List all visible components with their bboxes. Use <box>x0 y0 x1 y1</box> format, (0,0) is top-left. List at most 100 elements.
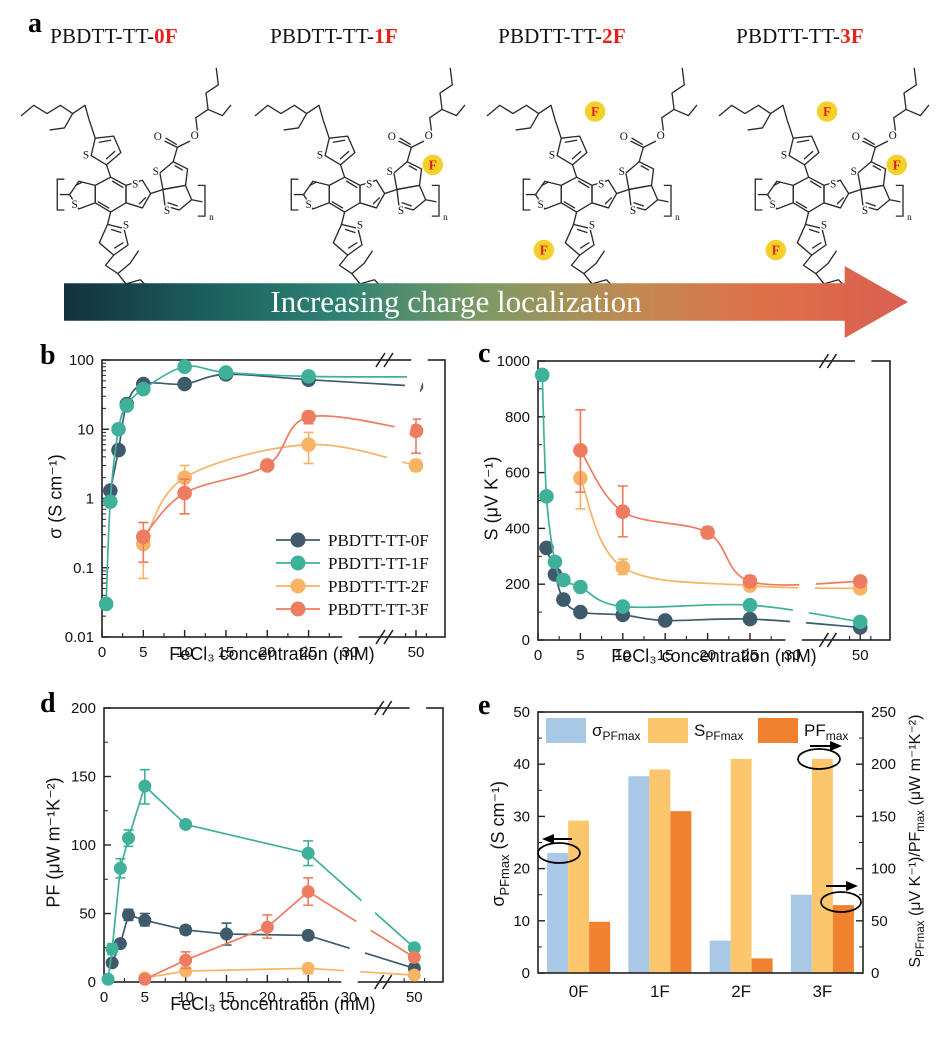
data-point <box>105 956 119 970</box>
data-point <box>742 597 758 613</box>
svg-text:1: 1 <box>86 491 94 508</box>
chart-b-xlabel: FeCl₃ concentration (mM) <box>169 644 375 664</box>
chart-d-xlabel: FeCl₃ concentration (mM) <box>170 994 376 1014</box>
axis-break-mark <box>382 974 393 990</box>
data-point <box>98 596 114 612</box>
panel-letter-e: e <box>478 690 491 721</box>
svg-text:F: F <box>823 104 831 119</box>
svg-text:50: 50 <box>79 906 96 923</box>
series-line <box>107 784 415 980</box>
data-point <box>138 913 152 927</box>
axis-break-mark <box>383 629 394 645</box>
bar-0F-1 <box>568 820 590 973</box>
svg-text:15: 15 <box>657 647 674 664</box>
chart-d-ylabel: PF (μW m⁻¹K⁻²) <box>43 777 64 908</box>
svg-text:F: F <box>591 104 599 119</box>
legend: PBDTT-TT-0F PBDTT-TT-1F PBDTT-TT-2F PBDTT-T… <box>276 531 429 619</box>
bar-2F-0 <box>709 940 731 973</box>
panel-letter-a: a <box>28 8 42 39</box>
svg-text:O: O <box>620 131 628 143</box>
data-point <box>138 779 152 793</box>
data-point <box>742 574 758 589</box>
svg-text:S: S <box>781 150 787 162</box>
svg-text:S: S <box>630 205 636 217</box>
svg-text:n: n <box>443 212 448 222</box>
svg-text:30: 30 <box>784 647 801 664</box>
svg-text:30: 30 <box>513 808 530 825</box>
bar-3F-1 <box>811 758 833 973</box>
data-point <box>573 442 588 458</box>
panel-letter-c: c <box>478 338 491 369</box>
data-point <box>657 613 673 628</box>
data-point <box>700 525 715 540</box>
fluorine-badge: F <box>886 154 908 176</box>
data-point <box>179 817 193 831</box>
svg-text:S: S <box>387 166 393 178</box>
svg-text:F: F <box>772 243 780 258</box>
legend: σPFmax SPFmax PFmax <box>546 718 848 743</box>
data-point <box>105 942 119 956</box>
svg-text:S: S <box>770 199 776 211</box>
chart-e-bar-summary: 0F 1F 2F 3F 0 10 20 30 40 50 0 50 100 150 200 250 σPFmax… <box>513 704 896 1001</box>
svg-text:0: 0 <box>100 989 108 1006</box>
data-point <box>539 540 554 556</box>
fluorine-badge: F <box>765 239 787 261</box>
data-point <box>742 611 758 627</box>
axis-break-mark <box>374 974 385 990</box>
svg-text:100: 100 <box>71 837 96 854</box>
axis-pointer <box>537 834 581 864</box>
svg-text:200: 200 <box>871 756 896 773</box>
data-point <box>615 599 631 614</box>
svg-text:25: 25 <box>300 644 317 661</box>
data-point <box>119 398 135 413</box>
svg-text:S: S <box>164 205 170 217</box>
fluorine-badge: F <box>422 154 444 176</box>
category-label: 1F <box>650 982 670 1001</box>
series-line <box>109 373 417 491</box>
data-point <box>177 376 192 392</box>
svg-text:5: 5 <box>139 644 147 661</box>
chart-c-ylabel: S (μV K⁻¹) <box>481 456 502 541</box>
svg-text:S: S <box>72 199 78 211</box>
chart-d-power-factor: 0 5 10 15 20 25 30 50 0 50 100 150 200 <box>71 698 444 1006</box>
svg-text:S: S <box>83 150 89 162</box>
svg-text:PBDTT-TT-1F: PBDTT-TT-1F <box>328 554 429 573</box>
svg-text:S: S <box>830 178 836 190</box>
svg-text:S: S <box>821 219 827 231</box>
data-point <box>102 494 118 509</box>
svg-text:S: S <box>851 166 857 178</box>
svg-text:S: S <box>123 219 129 231</box>
axis-break-mark <box>826 353 838 369</box>
fluorine-badge: F <box>584 101 606 122</box>
data-point <box>122 908 136 922</box>
data-point <box>539 489 554 504</box>
svg-text:25: 25 <box>300 989 317 1006</box>
svg-text:50: 50 <box>852 647 869 664</box>
svg-text:S: S <box>598 178 604 190</box>
chart-c-seebeck: 0 5 10 15 20 25 30 50 0 200 400 600 800 1000 <box>497 351 891 664</box>
data-point <box>122 831 136 845</box>
svg-text:10: 10 <box>614 647 631 664</box>
molecule-title-1F: PBDTT-TT-1F <box>270 24 398 48</box>
svg-text:40: 40 <box>513 756 530 773</box>
svg-text:100: 100 <box>871 861 896 878</box>
chart-b-conductivity: 0 5 10 15 20 25 30 501001010.10.01PBDTT-TT-0FPB… <box>65 350 446 661</box>
data-point <box>177 470 192 485</box>
data-point <box>136 529 151 545</box>
molecule-title-3F: PBDTT-TT-3F <box>736 24 864 48</box>
svg-text:10: 10 <box>177 989 194 1006</box>
molecule-svg: S S S S S S O On F F <box>486 67 698 289</box>
svg-text:F: F <box>429 157 437 172</box>
svg-text:150: 150 <box>871 808 896 825</box>
data-point <box>556 592 571 607</box>
svg-text:n: n <box>907 212 912 222</box>
svg-text:0: 0 <box>522 632 530 649</box>
chart-c-xlabel: FeCl₃ concentration (mM) <box>611 646 817 666</box>
svg-text:S: S <box>589 219 595 231</box>
svg-text:O: O <box>852 131 860 143</box>
svg-text:15: 15 <box>218 989 235 1006</box>
data-point <box>615 560 631 575</box>
arrow-label: Increasing charge localization <box>270 284 642 319</box>
data-point <box>301 437 316 452</box>
